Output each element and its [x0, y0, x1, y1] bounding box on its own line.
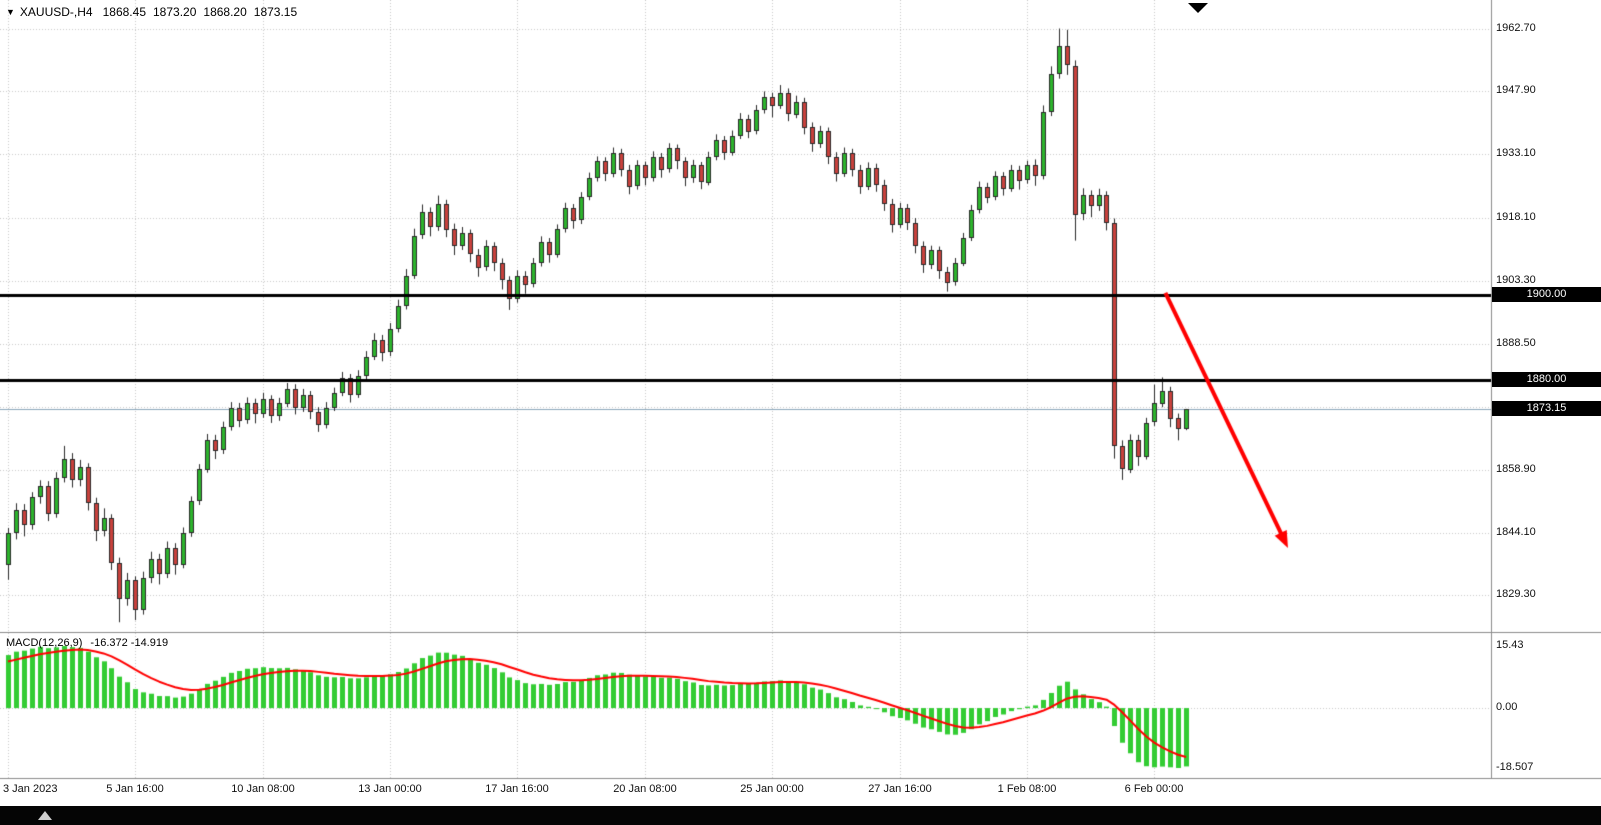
indicator-values: -16.372 -14.919: [90, 637, 169, 649]
chart-shift-marker-icon[interactable]: [1188, 3, 1208, 13]
ohlc-low: 1868.20: [203, 5, 247, 19]
collapse-triangle-icon[interactable]: ▼: [6, 7, 15, 17]
symbol-ohlc-header: ▼ XAUUSD-,H4 1868.45 1873.20 1868.20 1873.15: [6, 5, 304, 19]
indicator-name: MACD(12,26,9): [6, 637, 83, 649]
ohlc-high: 1873.20: [153, 5, 197, 19]
scroll-position-marker-icon[interactable]: [38, 811, 52, 820]
ohlc-close: 1873.15: [253, 5, 298, 19]
symbol-timeframe-label: XAUUSD-,H4: [19, 5, 93, 19]
ohlc-open: 1868.45: [102, 5, 146, 19]
bottom-scroll-bar[interactable]: [0, 806, 1601, 825]
indicator-label: MACD(12,26,9) -16.372 -14.919: [6, 637, 168, 649]
